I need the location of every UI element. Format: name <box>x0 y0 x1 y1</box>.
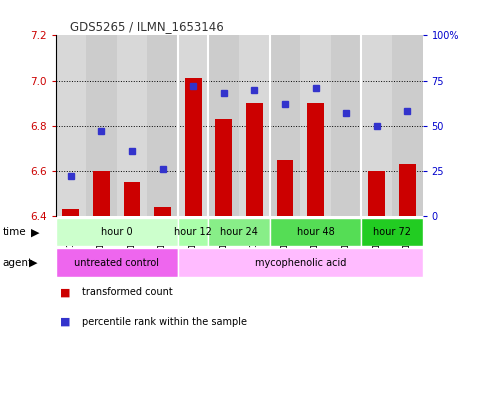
Text: ▶: ▶ <box>31 227 40 237</box>
Text: ■: ■ <box>60 317 71 327</box>
Bar <box>56 218 178 246</box>
Bar <box>62 209 79 216</box>
Text: mycophenolic acid: mycophenolic acid <box>255 257 346 268</box>
Text: hour 0: hour 0 <box>101 227 132 237</box>
Bar <box>300 35 331 216</box>
Text: agent: agent <box>2 257 32 268</box>
Bar <box>369 171 385 216</box>
Text: ■: ■ <box>60 287 71 298</box>
Text: hour 12: hour 12 <box>174 227 212 237</box>
Text: hour 24: hour 24 <box>220 227 258 237</box>
Bar <box>154 207 171 216</box>
Bar <box>117 35 147 216</box>
Text: untreated control: untreated control <box>74 257 159 268</box>
Bar <box>93 171 110 216</box>
Bar <box>56 35 86 216</box>
Text: hour 48: hour 48 <box>297 227 334 237</box>
Bar <box>246 103 263 216</box>
Bar <box>124 182 141 216</box>
Bar <box>270 218 361 246</box>
Text: GDS5265 / ILMN_1653146: GDS5265 / ILMN_1653146 <box>70 20 224 33</box>
Bar <box>215 119 232 216</box>
Bar <box>185 78 201 216</box>
Bar <box>209 218 270 246</box>
Text: transformed count: transformed count <box>82 287 173 298</box>
Bar <box>86 35 117 216</box>
Bar <box>361 218 423 246</box>
Bar <box>178 218 209 246</box>
Bar <box>147 35 178 216</box>
Bar <box>56 248 178 277</box>
Text: hour 72: hour 72 <box>373 227 411 237</box>
Bar <box>239 35 270 216</box>
Bar <box>277 160 293 216</box>
Bar <box>399 164 416 216</box>
Bar <box>361 35 392 216</box>
Bar <box>392 35 423 216</box>
Bar <box>178 248 423 277</box>
Text: time: time <box>2 227 26 237</box>
Bar <box>331 35 361 216</box>
Bar <box>178 35 209 216</box>
Bar <box>307 103 324 216</box>
Text: percentile rank within the sample: percentile rank within the sample <box>82 317 247 327</box>
Bar <box>270 35 300 216</box>
Bar <box>209 35 239 216</box>
Text: ▶: ▶ <box>29 257 38 268</box>
